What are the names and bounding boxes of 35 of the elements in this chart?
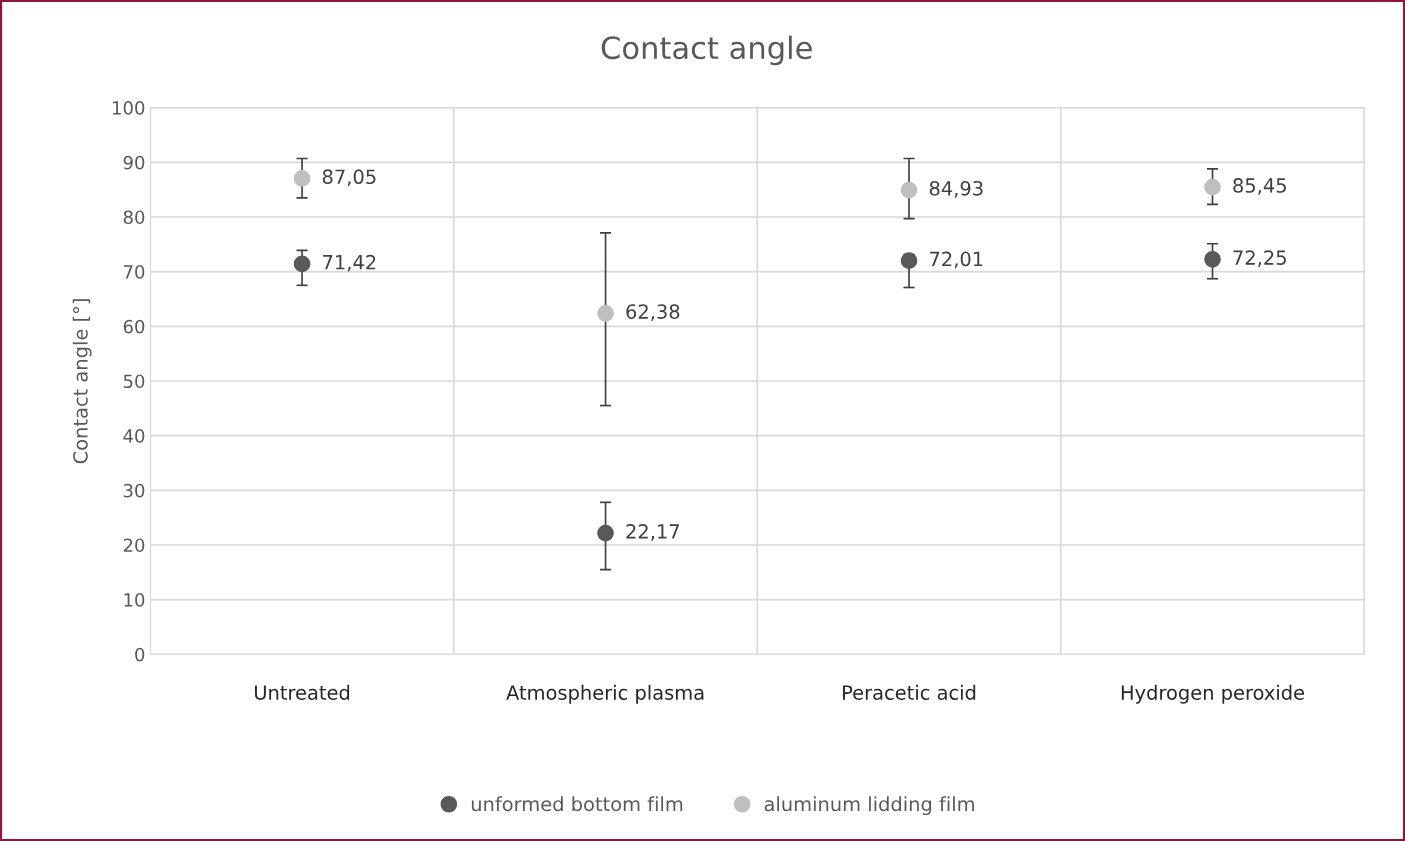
data-label: 62,38: [626, 304, 680, 321]
point: [900, 181, 918, 199]
point: [1204, 178, 1221, 196]
data-label: 22,17: [626, 524, 679, 541]
point: [597, 524, 614, 542]
y-tick-label: 20: [123, 538, 145, 553]
y-tick-label: 70: [123, 265, 145, 279]
y-tick-label: 80: [123, 210, 145, 225]
data-label: 87,05: [322, 169, 376, 187]
data-label: 71,42: [323, 254, 376, 272]
point: [293, 170, 311, 187]
x-tick-label: Hydrogen peroxide: [1121, 684, 1305, 704]
y-tick-label: 90: [123, 155, 145, 170]
chart-title: Contact angle: [601, 35, 812, 66]
x-tick-label: Atmospheric plasma: [506, 684, 704, 704]
y-tick-label: 40: [123, 429, 145, 443]
point: [293, 255, 311, 273]
point: [1204, 251, 1221, 268]
data-label: 72,25: [1233, 250, 1286, 267]
legend-label: aluminum lidding film: [764, 796, 974, 816]
x-tick-label: Peracetic acid: [843, 684, 976, 700]
data-label: 85,45: [1233, 178, 1286, 195]
legend-label: unformed bottom film: [471, 796, 683, 812]
y-axis-title: Contact angle [°]: [72, 299, 92, 464]
point: [597, 304, 614, 322]
data-label: 84,93: [929, 180, 983, 198]
y-tick-label: 50: [123, 374, 145, 389]
data-label: 72,01: [930, 251, 983, 269]
point: [900, 252, 918, 269]
y-tick-label: 0: [135, 647, 145, 662]
y-tick-label: 10: [124, 593, 145, 607]
y-tick-label: 30: [123, 483, 145, 498]
x-tick-label: Untreated: [254, 684, 350, 700]
y-tick-label: 100: [112, 101, 145, 115]
y-tick-label: 60: [123, 319, 145, 334]
